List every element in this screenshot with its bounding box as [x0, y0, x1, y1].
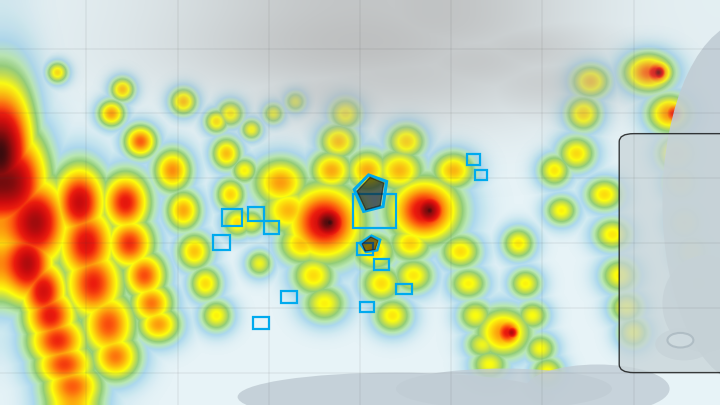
Ellipse shape [238, 373, 554, 405]
Bar [222, 209, 242, 226]
Bar [281, 291, 297, 303]
Bar [248, 207, 264, 221]
FancyBboxPatch shape [619, 134, 720, 373]
Ellipse shape [662, 20, 720, 385]
Ellipse shape [655, 328, 713, 360]
Bar [467, 154, 480, 165]
Bar [253, 317, 269, 329]
Bar [360, 302, 374, 312]
Bar [353, 194, 396, 228]
Bar [475, 170, 487, 180]
Polygon shape [357, 177, 384, 210]
Ellipse shape [396, 369, 612, 405]
Bar [357, 243, 373, 255]
Circle shape [667, 333, 693, 347]
Bar [213, 235, 230, 250]
Ellipse shape [526, 364, 670, 405]
Bar [374, 259, 389, 270]
Polygon shape [362, 237, 378, 251]
Bar [264, 221, 279, 234]
Bar [396, 284, 412, 294]
Ellipse shape [662, 255, 720, 352]
